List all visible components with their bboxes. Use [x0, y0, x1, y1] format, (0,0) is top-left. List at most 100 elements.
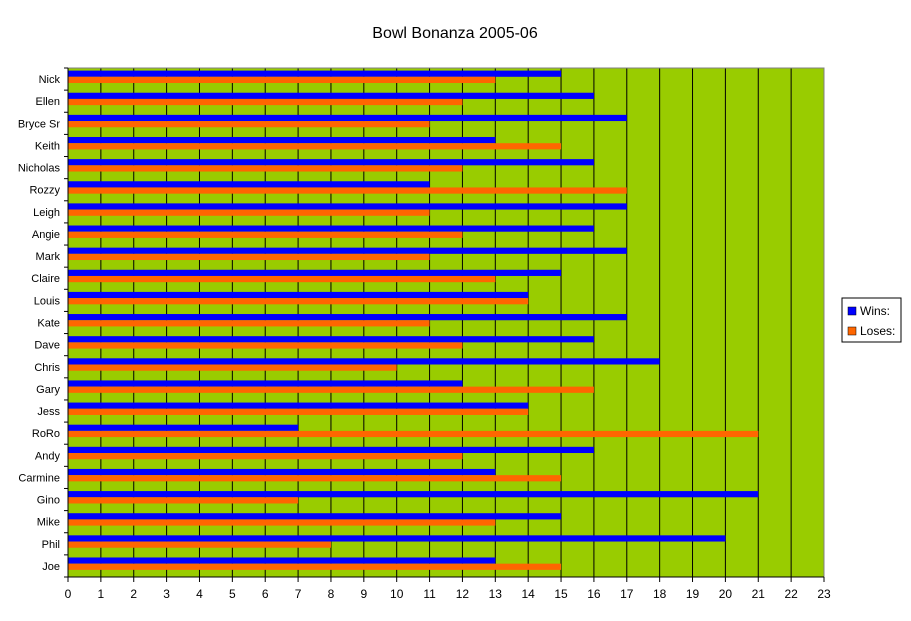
x-tick-label: 20: [719, 587, 733, 601]
x-tick-label: 6: [262, 587, 269, 601]
category-label: Gary: [36, 384, 60, 396]
loses-bar-gary: [68, 386, 594, 393]
wins-bar-keith: [68, 136, 496, 144]
category-label: Gino: [37, 495, 60, 507]
legend-swatch: [847, 326, 857, 336]
category-label: Chris: [34, 362, 60, 374]
legend-label: Loses:: [860, 324, 895, 338]
x-tick-label: 15: [554, 587, 568, 601]
wins-bar-dave: [68, 336, 594, 343]
wins-bar-jess: [68, 402, 529, 409]
wins-bar-louis: [68, 291, 529, 299]
category-label: Nicholas: [18, 163, 61, 175]
x-tick-label: 22: [784, 587, 798, 601]
x-tick-label: 16: [587, 587, 601, 601]
category-label: Nick: [39, 74, 61, 86]
loses-bar-gino: [68, 497, 299, 504]
wins-bar-phil: [68, 535, 726, 542]
loses-bar-joe: [68, 563, 562, 570]
category-label: Keith: [35, 140, 60, 152]
loses-bar-rozzy: [68, 187, 627, 194]
loses-bar-louis: [68, 298, 529, 305]
axes: [64, 67, 825, 582]
x-tick-label: 4: [196, 587, 203, 601]
x-tick-label: 17: [620, 587, 634, 601]
category-label: Leigh: [33, 207, 60, 219]
loses-bar-phil: [68, 541, 331, 548]
chart-title: Bowl Bonanza 2005-06: [372, 25, 538, 42]
loses-bar-mike: [68, 519, 496, 526]
category-label: Louis: [34, 295, 61, 307]
x-tick-label: 21: [752, 587, 766, 601]
x-tick-label: 19: [686, 587, 700, 601]
category-label: Mike: [37, 517, 60, 529]
wins-bar-claire: [68, 269, 562, 276]
loses-bar-chris: [68, 364, 397, 371]
wins-bar-nicholas: [68, 159, 594, 166]
x-tick-label: 11: [423, 587, 436, 601]
category-labels: Nick Ellen Bryce Sr Keith Nicholas Rozzy Leigh…: [18, 74, 61, 573]
x-tick-label: 2: [130, 587, 137, 601]
category-label: Angie: [32, 229, 60, 241]
legend-label: Wins:: [860, 304, 890, 318]
wins-bar-gino: [68, 491, 759, 498]
x-tick-label: 7: [295, 587, 302, 601]
bars: [68, 70, 759, 570]
x-tick-label: 12: [456, 587, 470, 601]
x-tick-label: 0: [65, 587, 72, 601]
legend-swatch: [847, 306, 857, 316]
x-tick-label: 1: [98, 587, 105, 601]
category-label: Joe: [42, 561, 60, 573]
x-tick-label: 9: [360, 587, 367, 601]
legend: Wins: Loses:: [841, 297, 902, 343]
wins-bar-rozzy: [68, 181, 430, 188]
loses-bar-roro: [68, 430, 759, 438]
loses-bar-jess: [68, 408, 529, 415]
wins-bar-mark: [68, 247, 627, 254]
loses-bar-andy: [68, 453, 463, 460]
wins-bar-angie: [68, 225, 594, 232]
category-label: Phil: [42, 539, 60, 551]
loses-bar-claire: [68, 275, 496, 283]
x-tick-label: 5: [229, 587, 236, 601]
wins-bar-kate: [68, 314, 627, 321]
category-label: Claire: [31, 273, 60, 285]
x-tick-label: 18: [653, 587, 667, 601]
category-label: Carmine: [18, 472, 60, 484]
wins-bar-gary: [68, 380, 463, 387]
wins-bar-bryce-sr: [68, 114, 627, 122]
category-label: Andy: [35, 450, 61, 462]
loses-bar-kate: [68, 320, 430, 327]
loses-bar-bryce-sr: [68, 121, 430, 128]
loses-bar-nick: [68, 76, 496, 83]
category-label: Ellen: [36, 96, 60, 108]
wins-bar-mike: [68, 513, 562, 520]
category-label: Mark: [36, 251, 61, 263]
wins-bar-ellen: [68, 92, 594, 99]
loses-bar-dave: [68, 342, 463, 349]
wins-bar-joe: [68, 557, 496, 564]
loses-bar-keith: [68, 143, 562, 150]
loses-bar-leigh: [68, 209, 430, 216]
x-tick-label: 10: [390, 587, 404, 601]
wins-bar-nick: [68, 70, 562, 77]
wins-bar-roro: [68, 424, 299, 431]
category-label: Jess: [37, 406, 60, 418]
x-tick-label: 8: [328, 587, 335, 601]
x-tick-label: 3: [163, 587, 170, 601]
category-label: Dave: [34, 340, 60, 352]
loses-bar-angie: [68, 231, 463, 238]
x-tick-label: 13: [489, 587, 503, 601]
category-label: Bryce Sr: [18, 118, 61, 130]
x-tick-label: 14: [521, 587, 535, 601]
loses-bar-mark: [68, 253, 430, 261]
wins-bar-carmine: [68, 468, 496, 476]
wins-bar-andy: [68, 446, 594, 454]
loses-bar-nicholas: [68, 165, 463, 172]
wins-bar-leigh: [68, 203, 627, 210]
x-tick-label: 23: [817, 587, 831, 601]
wins-bar-chris: [68, 358, 660, 365]
loses-bar-ellen: [68, 98, 463, 106]
category-label: Kate: [37, 318, 60, 330]
